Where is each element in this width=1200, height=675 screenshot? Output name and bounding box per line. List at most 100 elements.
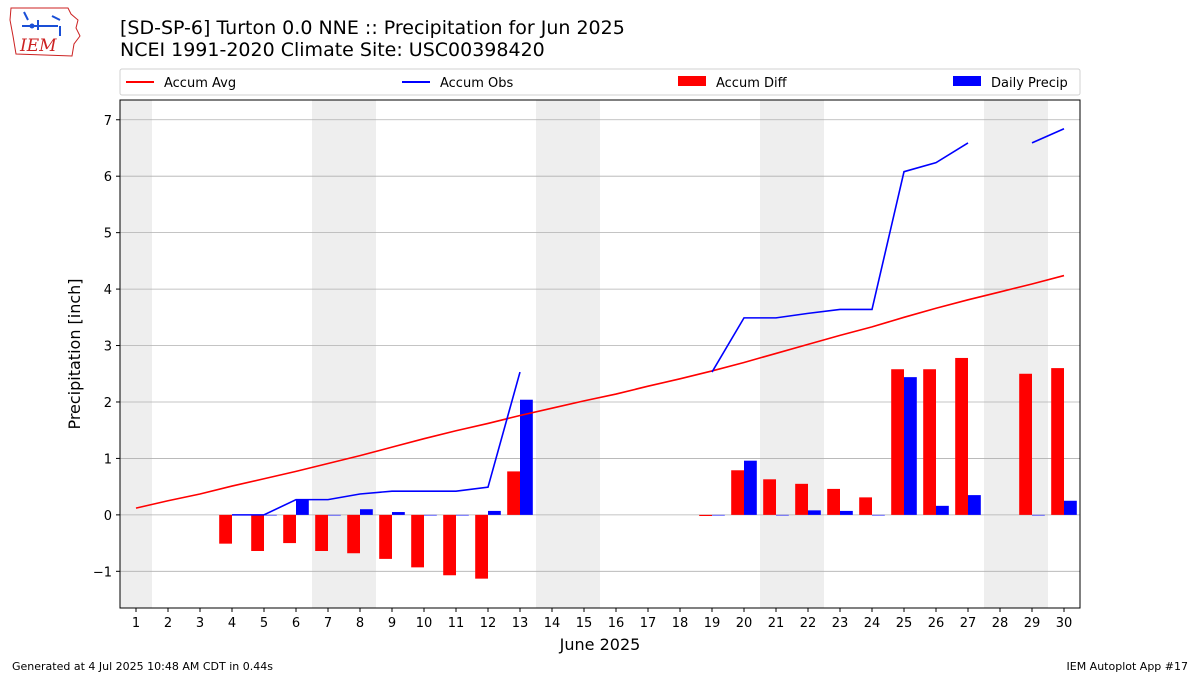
x-tick-label: 17 [640, 616, 657, 631]
weather-station-icon [22, 11, 61, 36]
y-axis-label: Precipitation [inch] [65, 278, 84, 429]
daily-precip-bar [872, 514, 885, 516]
legend: Accum Avg Accum Obs Accum Diff Daily Precip [119, 68, 1081, 96]
accum-diff-bar [443, 514, 456, 576]
x-tick-label: 9 [388, 616, 396, 631]
weekend-band [120, 100, 152, 608]
daily-precip-bar [488, 510, 501, 515]
legend-swatch-daily-precip [953, 76, 981, 86]
iowa-outline [9, 7, 81, 57]
x-tick-label: 6 [292, 616, 300, 631]
accum-diff-bar [251, 514, 264, 551]
x-tick-label: 22 [800, 616, 817, 631]
y-tick-label: 5 [104, 227, 112, 242]
x-tick-label: 15 [576, 616, 593, 631]
accum-diff-bar [475, 514, 488, 579]
bar-series [219, 357, 1077, 579]
accum-diff-bar [1051, 368, 1064, 515]
plot-frame [119, 99, 1081, 609]
daily-precip-bar [1032, 514, 1045, 516]
daily-precip-bar [904, 377, 917, 515]
logo-text: IEM [19, 36, 57, 56]
x-tick-label: 1 [132, 616, 140, 631]
accum-diff-bar [795, 483, 808, 515]
accum-diff-bar [283, 514, 296, 544]
accum-diff-bar [731, 470, 744, 515]
accum-diff-bar [891, 369, 904, 515]
x-tick-label: 12 [480, 616, 497, 631]
legend-frame [119, 68, 1081, 96]
legend-label-daily-precip: Daily Precip [991, 76, 1068, 91]
accum-diff-bar [827, 488, 840, 515]
accum-diff-bar [315, 514, 328, 551]
accum-avg-line [135, 274, 1065, 509]
accum-diff-bar [923, 369, 936, 515]
daily-precip-bar [392, 512, 405, 515]
weekend-band [760, 100, 824, 608]
daily-precip-bar [264, 514, 277, 516]
accum-diff-bar [699, 514, 712, 516]
accum-diff-bar [411, 514, 424, 568]
x-tick-label: 27 [960, 616, 977, 631]
x-tick-label: 3 [196, 616, 204, 631]
x-tick-label: 29 [1024, 616, 1041, 631]
daily-precip-bar [520, 399, 533, 515]
daily-precip-bar [712, 514, 725, 516]
y-tick-label: 7 [104, 114, 112, 129]
accum-obs-line [711, 142, 969, 373]
footer-app-label: IEM Autoplot App #17 [1066, 660, 1189, 673]
x-tick-label: 20 [736, 616, 753, 631]
x-tick-label: 14 [544, 616, 561, 631]
daily-precip-bar [424, 514, 437, 516]
accum-diff-bar [955, 357, 968, 515]
iem-logo: IEM [9, 7, 81, 57]
y-tick-label: 4 [104, 283, 112, 298]
daily-precip-bar [968, 495, 981, 515]
accum-diff-bar [859, 497, 872, 515]
x-tick-label: 2 [164, 616, 172, 631]
y-tick-label: 3 [104, 340, 112, 355]
x-tick-label: 25 [896, 616, 913, 631]
x-tick-label: 21 [768, 616, 785, 631]
x-tick-label: 4 [228, 616, 236, 631]
x-axis-label: June 2025 [559, 635, 641, 654]
x-tick-label: 11 [448, 616, 465, 631]
accum-diff-bar [1019, 373, 1032, 515]
weekend-band [984, 100, 1048, 608]
x-tick-label: 30 [1056, 616, 1073, 631]
x-tick-label: 26 [928, 616, 945, 631]
x-tick-label: 8 [356, 616, 364, 631]
daily-precip-bar [808, 510, 821, 515]
legend-label-accum-obs: Accum Obs [440, 76, 513, 91]
chart-title: [SD-SP-6] Turton 0.0 NNE :: Precipitatio… [120, 17, 625, 61]
x-tick-label: 5 [260, 616, 268, 631]
daily-precip-bar [744, 460, 757, 515]
daily-precip-bar [1064, 500, 1077, 515]
x-tick-label: 19 [704, 616, 721, 631]
x-tick-label: 23 [832, 616, 849, 631]
y-tick-label: −1 [93, 565, 112, 580]
x-tick-label: 7 [324, 616, 332, 631]
weekend-band [536, 100, 600, 608]
y-tick-label: 1 [104, 452, 112, 467]
weekend-shading [120, 100, 1048, 608]
x-tick-label: 18 [672, 616, 689, 631]
daily-precip-bar [360, 509, 373, 515]
daily-precip-bar [328, 514, 341, 516]
accum-diff-bar [347, 514, 360, 554]
accum-diff-bar [763, 479, 776, 515]
x-tick-label: 10 [416, 616, 433, 631]
accum-diff-bar [219, 514, 232, 544]
y-tick-label: 6 [104, 170, 112, 185]
footer-generated-text: Generated at 4 Jul 2025 10:48 AM CDT in … [12, 660, 273, 673]
chart-title-line2: NCEI 1991-2020 Climate Site: USC00398420 [120, 39, 545, 61]
y-tick-label: 2 [104, 396, 112, 411]
daily-precip-bar [456, 514, 469, 516]
daily-precip-bar [840, 510, 853, 515]
accum-obs-line [232, 371, 521, 516]
grid-lines [120, 119, 1080, 572]
accum-diff-bar [379, 514, 392, 559]
station-dot-icon [29, 23, 35, 29]
x-tick-label: 28 [992, 616, 1009, 631]
legend-label-accum-avg: Accum Avg [164, 76, 236, 91]
